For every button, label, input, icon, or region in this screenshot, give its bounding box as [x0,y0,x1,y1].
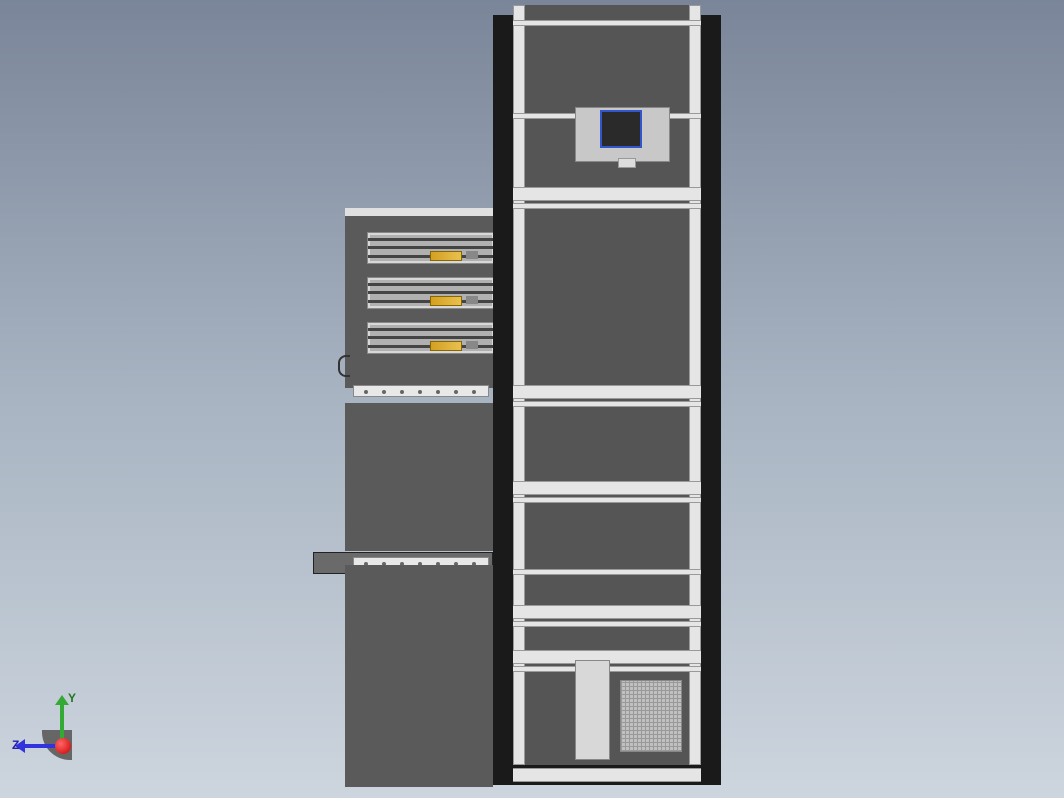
tower-crossbar [513,605,701,619]
dotted-rail-upper [353,385,489,397]
cabinet-latch [338,355,350,377]
monitor-display [600,110,642,148]
coordinate-triad[interactable]: Y Z [20,688,110,778]
tower-crossbar [513,401,701,407]
rack-unit-3 [367,322,495,354]
tower-crossbar [513,187,701,201]
tower-crossbar [513,385,701,399]
y-axis-arrow [60,703,64,743]
tower-crossbar [513,481,701,495]
z-axis-label: Z [12,738,19,752]
tower-crossbar [513,20,701,26]
monitor-stand [618,158,636,168]
y-axis-label: Y [68,691,76,705]
tower-crossbar [513,497,701,503]
axis-origin-sphere [55,738,71,754]
cabinet-lower-section [345,565,493,787]
control-panel [575,660,610,760]
rack-unit-1 [367,232,495,264]
cabinet-middle-section [345,403,493,551]
cad-viewport[interactable]: Y Z [0,0,1064,798]
tower-crossbar [513,621,701,627]
tower-crossbar [513,569,701,575]
ventilation-grille [620,680,682,752]
tower-crossbar [513,768,701,782]
tower-crossbar [513,203,701,209]
rack-unit-2 [367,277,495,309]
